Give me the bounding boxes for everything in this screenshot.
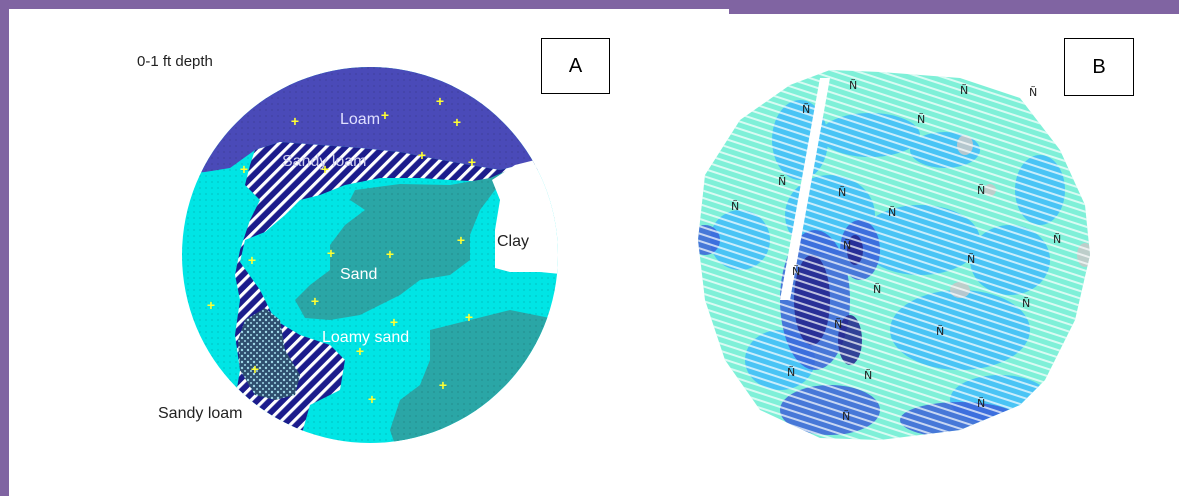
clay-label: Clay xyxy=(497,233,529,250)
sample-glyph: Ñ xyxy=(843,239,851,252)
sample-glyph: Ñ xyxy=(977,184,985,197)
sample-marker: + xyxy=(381,107,389,123)
panel-label-b: B xyxy=(1064,38,1134,96)
sample-glyph: Ñ xyxy=(873,283,881,296)
loamy-sand-label: Loamy sand xyxy=(322,329,409,346)
sample-glyph: Ñ xyxy=(977,397,985,410)
sample-marker: + xyxy=(321,161,329,177)
panel-label-a: A xyxy=(541,38,610,94)
sample-marker: + xyxy=(457,232,465,248)
sample-marker: + xyxy=(311,293,319,309)
sample-marker: + xyxy=(453,114,461,130)
sample-marker: + xyxy=(356,343,364,359)
sample-glyph: Ñ xyxy=(802,103,810,116)
sample-glyph: Ñ xyxy=(842,410,850,423)
sample-marker: + xyxy=(418,147,426,163)
sample-glyph: Ñ xyxy=(849,79,857,92)
sample-glyph: Ñ xyxy=(936,325,944,338)
frame-top-border xyxy=(9,0,1179,9)
sample-marker: + xyxy=(327,245,335,261)
sample-markers-b: Ñ Ñ Ñ Ñ Ñ Ñ Ñ Ñ Ñ Ñ Ñ Ñ Ñ Ñ Ñ Ñ Ñ Ñ Ñ Ñ … xyxy=(731,79,1061,423)
sandy-loam-region xyxy=(235,142,545,440)
sample-glyph: Ñ xyxy=(787,366,795,379)
sample-marker: + xyxy=(291,113,299,129)
sample-marker: + xyxy=(368,391,376,407)
sand-label: Sand xyxy=(340,266,377,283)
sample-marker: + xyxy=(439,377,447,393)
sandy-loam-top-label: Sandy loam xyxy=(282,153,367,170)
sample-marker: + xyxy=(240,161,248,177)
frame-top-line xyxy=(729,9,1179,14)
sample-glyph: Ñ xyxy=(864,369,872,382)
sample-glyph: Ñ xyxy=(888,206,896,219)
sample-marker: + xyxy=(436,93,444,109)
sample-markers-a: + + + + + + + + + + + + + + + + + + + + xyxy=(207,93,476,407)
sample-glyph: Ñ xyxy=(731,200,739,213)
sample-glyph: Ñ xyxy=(1022,297,1030,310)
sample-glyph: Ñ xyxy=(1053,233,1061,246)
gravel-region xyxy=(238,308,300,400)
soil-map-b xyxy=(698,70,1090,440)
sandy-loam-bottom-label: Sandy loam xyxy=(158,405,243,422)
clay-region xyxy=(492,160,558,275)
sample-marker: + xyxy=(251,361,259,377)
sample-glyph: Ñ xyxy=(917,113,925,126)
sample-glyph: Ñ xyxy=(960,84,968,97)
sample-marker: + xyxy=(207,297,215,313)
sample-marker: + xyxy=(465,309,473,325)
sample-marker: + xyxy=(390,314,398,330)
sample-glyph: Ñ xyxy=(792,265,800,278)
frame-top-gap xyxy=(9,9,729,15)
sample-marker: + xyxy=(468,154,476,170)
sample-glyph: Ñ xyxy=(834,318,842,331)
sample-glyph: Ñ xyxy=(778,175,786,188)
loam-label: Loam xyxy=(340,111,380,128)
depth-label: 0-1 ft depth xyxy=(137,53,213,70)
frame-left-border xyxy=(0,0,9,496)
sample-marker: + xyxy=(386,246,394,262)
sample-glyph: Ñ xyxy=(838,186,846,199)
sample-glyph: Ñ xyxy=(1029,86,1037,99)
map-b-gap xyxy=(780,78,830,300)
sample-glyph: Ñ xyxy=(967,253,975,266)
sample-marker: + xyxy=(248,252,256,268)
